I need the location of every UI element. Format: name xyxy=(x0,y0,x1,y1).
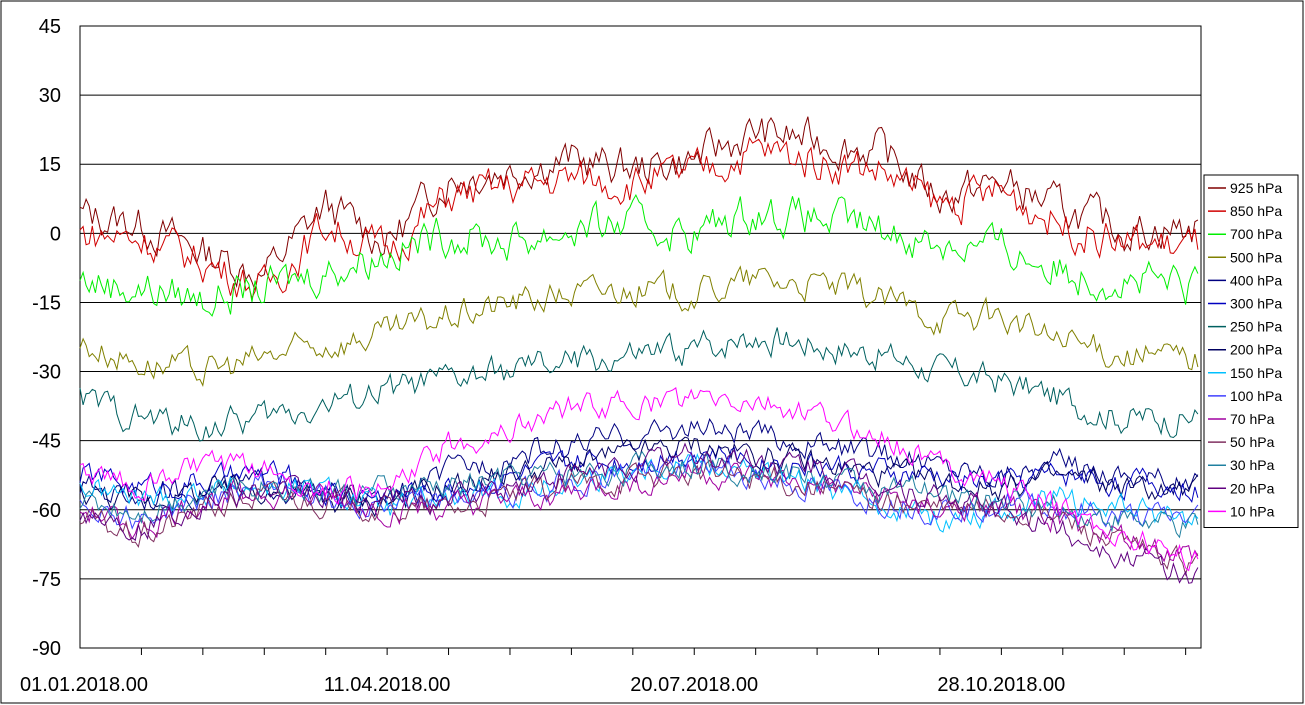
legend-label: 10 hPa xyxy=(1230,503,1275,519)
legend-label: 200 hPa xyxy=(1230,342,1282,358)
gridlines xyxy=(80,94,1201,580)
y-tick-label: -45 xyxy=(32,431,61,453)
legend-label: 700 hPa xyxy=(1230,226,1282,242)
series-line xyxy=(79,194,1199,317)
legend-label: 850 hPa xyxy=(1230,203,1282,219)
y-tick-label: -60 xyxy=(32,500,61,522)
series-lines xyxy=(79,116,1199,584)
x-tick-label: 28.10.2018.00 xyxy=(937,674,1065,696)
series-line xyxy=(79,442,1199,584)
y-tick-label: 0 xyxy=(50,223,61,245)
legend-label: 300 hPa xyxy=(1230,296,1282,312)
y-tick-label: 45 xyxy=(39,16,61,38)
legend-label: 20 hPa xyxy=(1230,480,1275,496)
x-tick-label: 01.01.2018.00 xyxy=(20,674,148,696)
legend-label: 30 hPa xyxy=(1230,457,1275,473)
legend-label: 50 hPa xyxy=(1230,434,1275,450)
series-line xyxy=(79,462,1199,563)
plot-area xyxy=(79,25,1202,649)
legend-label: 100 hPa xyxy=(1230,388,1282,404)
y-tick-label: 30 xyxy=(39,85,61,107)
series-line xyxy=(79,136,1199,300)
series-line xyxy=(79,444,1199,507)
legend-label: 70 hPa xyxy=(1230,411,1275,427)
series-line xyxy=(79,327,1199,442)
legend: 925 hPa 850 hPa 700 hPa 500 hPa 400 hPa 300 h… xyxy=(1203,174,1299,528)
legend-label: 925 hPa xyxy=(1230,180,1282,196)
y-tick-label: -15 xyxy=(32,292,61,314)
series-line xyxy=(79,116,1199,293)
legend-label: 400 hPa xyxy=(1230,272,1282,288)
legend-label: 250 hPa xyxy=(1230,319,1282,335)
series-line xyxy=(79,457,1199,577)
series-line xyxy=(79,453,1199,533)
y-tick-label: -30 xyxy=(32,362,61,384)
series-line xyxy=(79,265,1199,387)
series-line xyxy=(79,436,1199,518)
legend-label: 500 hPa xyxy=(1230,249,1282,265)
x-axis-ticks: 01.01.2018.00 11.04.2018.00 20.07.2018.00 2… xyxy=(20,648,1187,696)
legend-label: 150 hPa xyxy=(1230,365,1282,381)
y-axis-tick-labels: 45 30 15 0 -15 -30 -45 -60 -75 -90 xyxy=(32,16,61,660)
y-tick-label: -90 xyxy=(32,638,61,660)
x-tick-label: 11.04.2018.00 xyxy=(324,674,450,696)
y-tick-label: -75 xyxy=(32,569,61,591)
y-tick-label: 15 xyxy=(39,154,61,176)
x-tick-label: 20.07.2018.00 xyxy=(630,674,758,696)
series-line xyxy=(79,387,1199,572)
